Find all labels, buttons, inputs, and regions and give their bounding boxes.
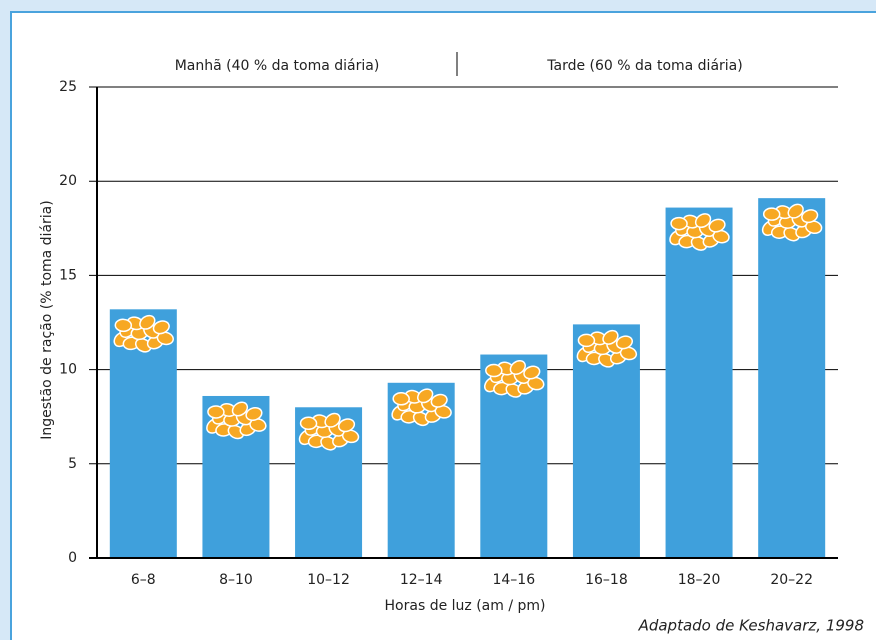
bar [758,198,826,558]
pellet-icon [391,388,452,427]
pellet [392,392,410,406]
y-tick-label: 20 [59,173,77,189]
pellet [523,365,541,380]
pellet [245,406,263,421]
pellet [231,401,249,417]
x-tick-label: 8–10 [219,572,253,588]
x-tick-label: 6–8 [131,572,156,588]
y-tick-label: 15 [59,267,77,283]
pellet [324,412,341,428]
x-axis-label: Horas de luz (am / pm) [385,598,546,614]
pellet [139,314,156,330]
pellet-icon [669,213,730,251]
pellet [615,335,633,350]
pellet [417,388,434,404]
x-tick-label: 18–20 [678,572,721,588]
x-tick-label: 10–12 [307,572,350,588]
x-tick-label: 14–16 [492,572,535,588]
pellet-icon [206,401,267,440]
pellet [509,360,526,376]
pellet [787,203,804,219]
pellet-icon [298,412,360,451]
pellet [114,318,133,333]
pellet [602,329,619,345]
pellet [694,213,712,229]
y-axis-label: Ingestão de ração (% toma diária) [39,200,55,439]
pellet [207,405,225,419]
y-tick-label: 10 [59,362,77,378]
bar [665,207,733,559]
x-tick-label: 12–14 [400,572,443,588]
pellet [299,416,318,431]
pellet-icon [483,360,545,398]
pellet-icon [113,314,174,353]
pellet [152,320,170,335]
pellet-icon [576,329,638,368]
x-tick-label: 20–22 [770,572,813,588]
pellet-icon [761,203,823,242]
pellet [577,333,596,348]
annotation: Tarde (60 % da toma diária) [546,58,742,74]
y-tick-label: 5 [68,456,77,472]
y-tick-label: 0 [68,550,77,566]
annotation: Manhã (40 % da toma diária) [175,58,380,74]
pellet [708,218,726,233]
pellet [670,216,688,231]
pellet [801,209,819,224]
pellet [338,418,356,433]
pellet [485,363,503,378]
pellet [430,393,448,408]
pellet [762,207,781,221]
y-tick-label: 25 [59,79,77,95]
x-tick-label: 16–18 [585,572,628,588]
source: Adaptado de Keshavarz, 1998 [638,617,864,635]
